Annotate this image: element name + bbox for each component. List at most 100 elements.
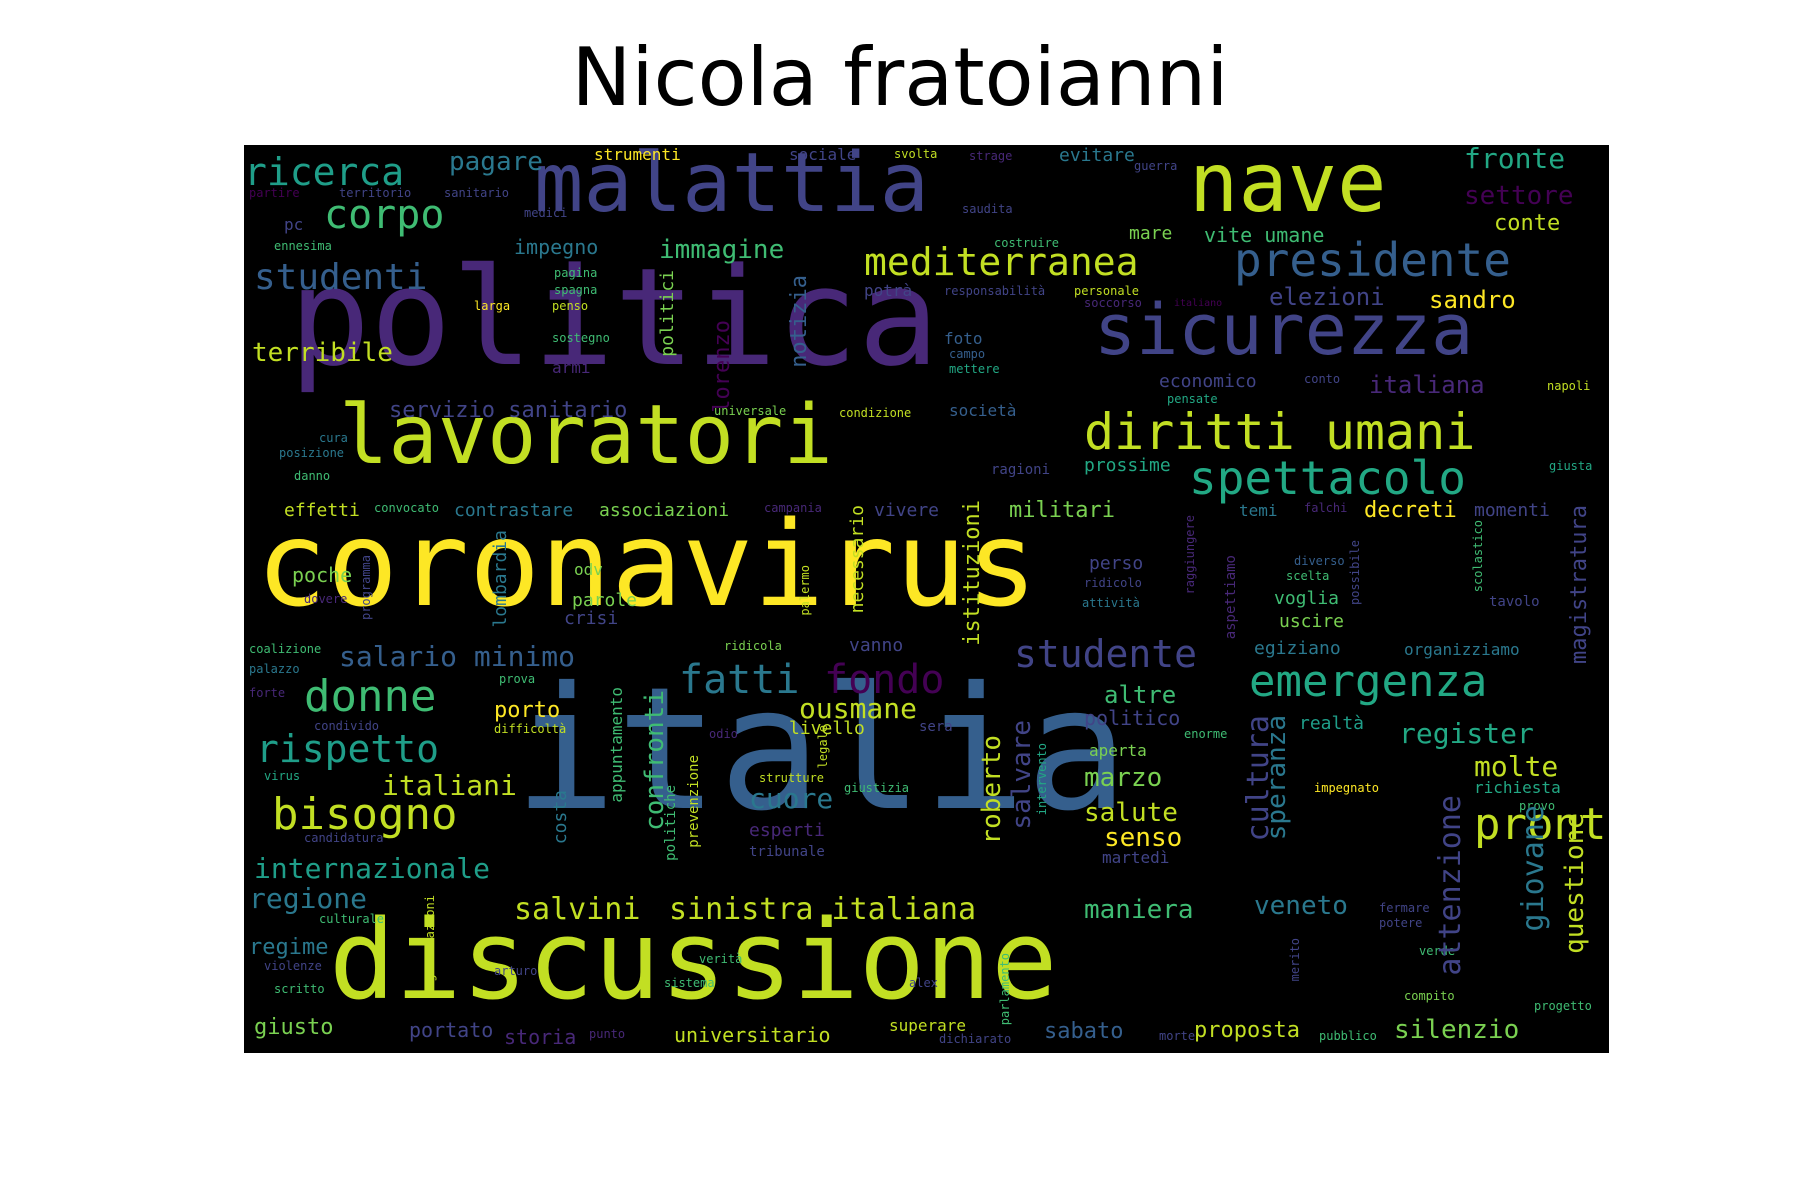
word-speranza: speranza bbox=[1262, 715, 1292, 841]
word-sistema: sistema bbox=[664, 976, 715, 990]
word-foto: foto bbox=[944, 329, 983, 348]
word-decreti: decreti bbox=[1364, 498, 1457, 523]
word-ragioni: ragioni bbox=[991, 462, 1051, 478]
word-pubblico: pubblico bbox=[1319, 1029, 1377, 1043]
word-partire: partire bbox=[249, 186, 300, 200]
word-ricerca: ricerca bbox=[244, 150, 405, 194]
word-realta: realtà bbox=[1299, 713, 1365, 734]
word-giovane: giovane bbox=[1516, 805, 1551, 932]
word-pronto: pronto bbox=[1474, 799, 1609, 850]
word-politico: politico bbox=[1084, 706, 1181, 730]
word-lavoratori: lavoratori bbox=[339, 388, 833, 483]
word-richiesta: richiesta bbox=[1474, 778, 1561, 797]
word-ridicolo: ridicolo bbox=[1084, 576, 1142, 590]
word-tribunale: tribunale bbox=[749, 844, 825, 860]
word-fronte: fronte bbox=[1464, 145, 1566, 175]
word-italia: italia bbox=[514, 651, 1129, 849]
word-discussione: discussione bbox=[329, 896, 1058, 1024]
word-esperti: esperti bbox=[749, 820, 825, 841]
word-cuore: cuore bbox=[749, 782, 834, 815]
word-spagna: spagna bbox=[554, 283, 598, 297]
word-regione: regione bbox=[249, 882, 368, 915]
word-parole: parole bbox=[572, 590, 638, 611]
word-scritto: scritto bbox=[274, 982, 325, 996]
word-emergenza: emergenza bbox=[1249, 656, 1488, 707]
word-condizione: condizione bbox=[839, 406, 912, 420]
word-salute: salute bbox=[1084, 798, 1178, 828]
word-palazzo: palazzo bbox=[249, 662, 300, 676]
word-impegno: impegno bbox=[514, 235, 599, 259]
word-internazionale: internazionale bbox=[254, 852, 491, 885]
word-posizione: posizione bbox=[279, 446, 345, 460]
word-compito: compito bbox=[1404, 989, 1455, 1003]
word-punto: punto bbox=[589, 1027, 626, 1041]
word-merito: merito bbox=[1288, 938, 1302, 982]
word-necessario: necessario bbox=[847, 505, 868, 614]
word-evitare: evitare bbox=[1059, 145, 1135, 166]
word-questione: questione bbox=[1560, 813, 1590, 954]
word-sanitario: sanitario bbox=[444, 186, 510, 200]
word-danno: danno bbox=[294, 469, 331, 483]
word-molte: molte bbox=[1474, 750, 1559, 783]
word-immagine: immagine bbox=[659, 235, 785, 265]
word-impegnato: impegnato bbox=[1314, 781, 1380, 795]
word-salvini: salvini bbox=[514, 892, 641, 927]
word-coalizione: coalizione bbox=[249, 642, 322, 656]
word-dovere: dovere bbox=[304, 592, 348, 606]
word-italiano: italiano bbox=[1174, 298, 1223, 309]
word-pagare: pagare bbox=[449, 147, 543, 177]
word-sicurezza: sicurezza bbox=[1094, 289, 1474, 371]
word-legale: legale bbox=[816, 725, 830, 769]
chart-title: Nicola fratoianni bbox=[571, 31, 1229, 124]
word-vivere: vivere bbox=[874, 500, 940, 521]
word-magistratura: magistratura bbox=[1567, 505, 1592, 664]
word-voglia: voglia bbox=[1274, 588, 1340, 609]
word-salario-minimo: salario minimo bbox=[339, 640, 576, 673]
word-studente: studente bbox=[1014, 632, 1198, 676]
word-vite-umane: vite umane bbox=[1204, 223, 1325, 247]
word-potere: potere bbox=[1379, 916, 1423, 930]
word-palermo: palermo bbox=[798, 565, 812, 616]
word-personale: personale bbox=[1074, 284, 1140, 298]
word-pagina: pagina bbox=[554, 266, 598, 280]
word-difficolta: difficoltà bbox=[494, 722, 567, 736]
word-fatti: fatti bbox=[679, 657, 800, 703]
word-attenzione: attenzione bbox=[1433, 795, 1468, 976]
word-italiana: italiana bbox=[1369, 371, 1485, 399]
word-egiziano: egiziano bbox=[1254, 638, 1341, 659]
word-intervento: intervento bbox=[1035, 743, 1049, 816]
word-attivita: attività bbox=[1082, 596, 1140, 610]
word-momenti: momenti bbox=[1474, 500, 1550, 521]
word-fondo: fondo bbox=[824, 657, 945, 703]
word-aperta: aperta bbox=[1089, 741, 1147, 760]
word-militari: militari bbox=[1009, 498, 1115, 523]
word-nave: nave bbox=[1189, 145, 1387, 231]
word-appuntamento: appuntamento bbox=[607, 687, 626, 803]
word-aspettiamo: aspettiamo bbox=[1223, 555, 1239, 640]
word-sandro: sandro bbox=[1429, 286, 1516, 314]
word-condivido: condivido bbox=[314, 719, 380, 733]
word-enorme: enorme bbox=[1184, 727, 1228, 741]
word-economico: economico bbox=[1159, 371, 1257, 392]
word-organizziamo: organizziamo bbox=[1404, 640, 1520, 659]
word-veneto: veneto bbox=[1254, 891, 1348, 921]
word-conto: conto bbox=[1304, 372, 1341, 386]
word-sostegno: sostegno bbox=[552, 331, 610, 345]
word-maniera: maniera bbox=[1084, 895, 1194, 925]
word-terribile: terribile bbox=[252, 338, 393, 368]
word-arturo: arturo bbox=[494, 964, 538, 978]
word-presidente: presidente bbox=[1234, 233, 1511, 287]
word-italiani: italiani bbox=[382, 769, 517, 802]
word-costa: costa bbox=[550, 790, 571, 845]
word-coronavirus: coronavirus bbox=[256, 495, 1038, 633]
word-regime: regime bbox=[249, 935, 329, 960]
word-progetto: progetto bbox=[1534, 999, 1592, 1013]
word-campo: campo bbox=[949, 347, 986, 361]
word-portato: portato bbox=[409, 1018, 494, 1042]
word-notizia: notizia bbox=[787, 275, 812, 368]
word-scolastico: scolastico bbox=[1471, 520, 1485, 593]
word-conte: conte bbox=[1494, 211, 1561, 236]
word-dichiarato: dichiarato bbox=[939, 1032, 1012, 1046]
word-giusto: giusto bbox=[254, 1015, 334, 1040]
word-storia: storia bbox=[504, 1025, 577, 1049]
